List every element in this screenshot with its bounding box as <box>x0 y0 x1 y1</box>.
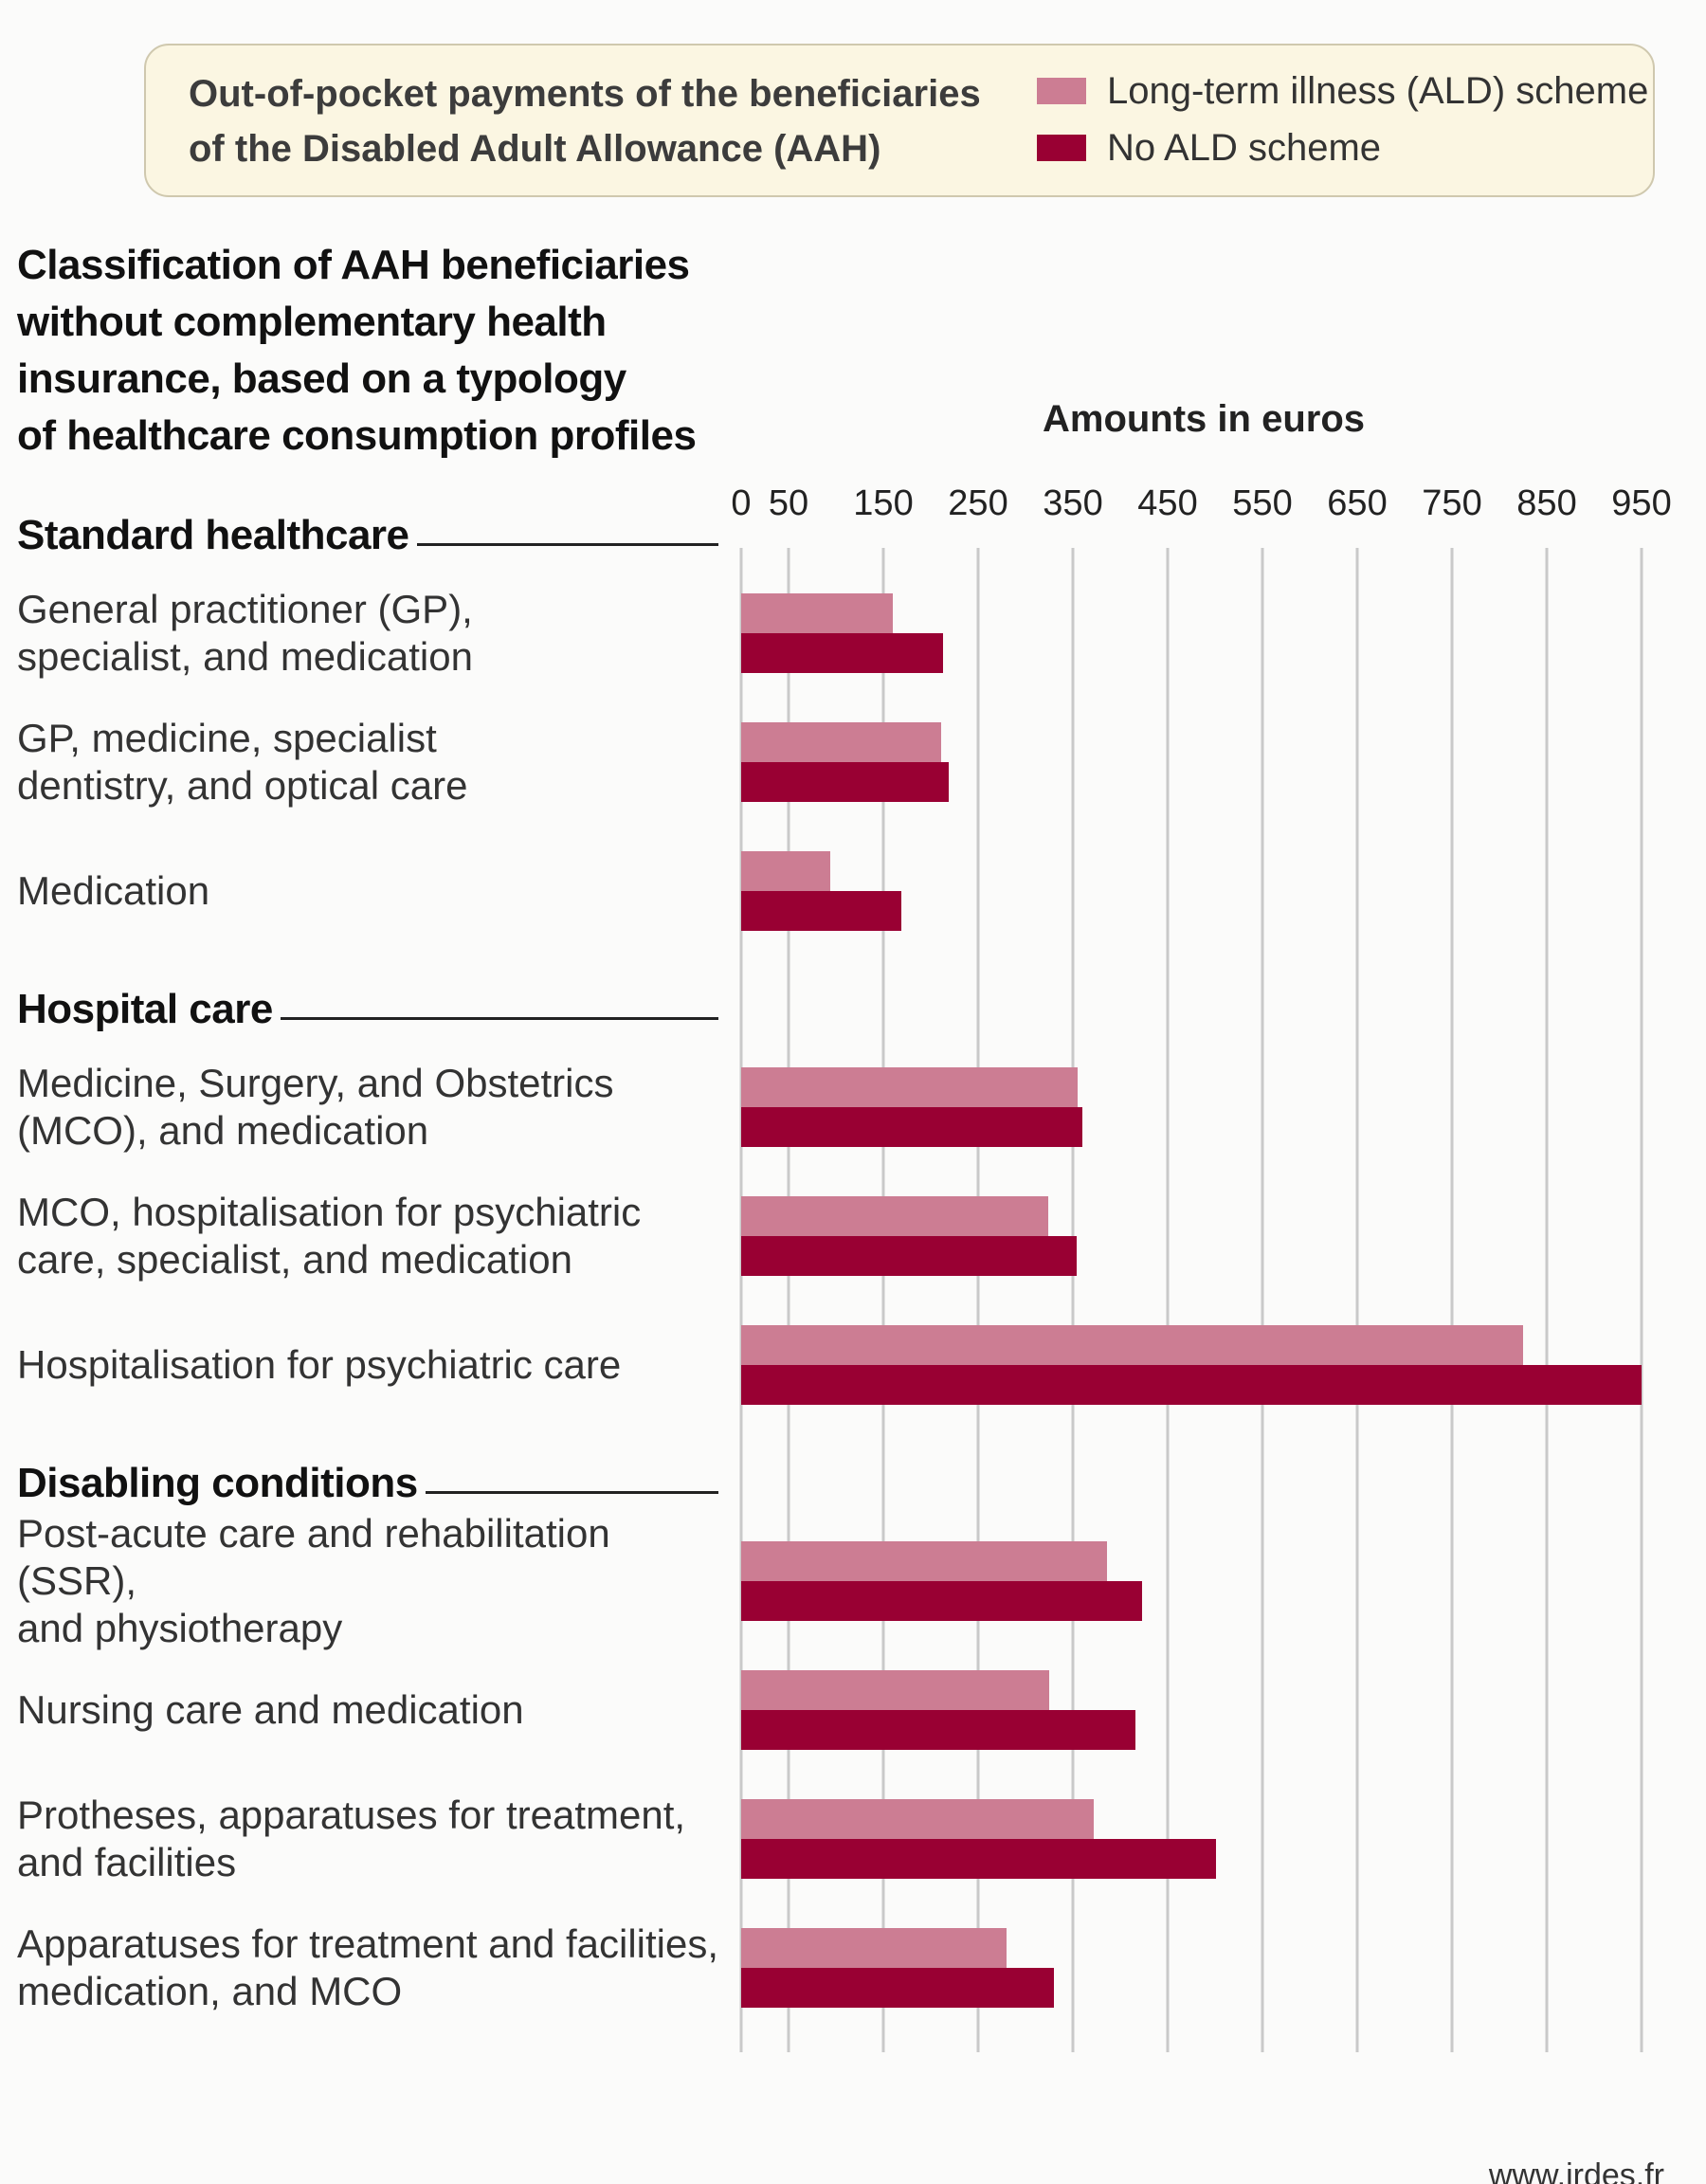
group-header-text: Disabling conditions <box>17 1460 418 1506</box>
legend-item-no-ald: No ALD scheme <box>1037 119 1381 176</box>
bar-no-ald-1-2 <box>741 762 949 802</box>
category-label: Medication <box>17 868 210 913</box>
bar-ald-2-2 <box>741 1196 1048 1236</box>
bars <box>741 593 1642 2008</box>
legend-swatch-ald <box>1037 78 1086 104</box>
bar-ald-3-1 <box>741 1541 1107 1581</box>
group-header-2: Hospital care <box>17 981 718 1038</box>
bar-ald-3-2 <box>741 1670 1049 1710</box>
group-header-text: Hospital care <box>17 986 273 1032</box>
tick-label-650: 650 <box>1327 483 1387 523</box>
bar-ald-3-3 <box>741 1799 1094 1839</box>
bar-ald-1-3 <box>741 851 830 891</box>
tick-label-850: 850 <box>1516 483 1576 523</box>
bar-no-ald-3-1 <box>741 1581 1142 1621</box>
bar-no-ald-1-1 <box>741 633 943 673</box>
legend-title: Out-of-pocket payments of the beneficiar… <box>189 73 981 170</box>
category-label: Medicine, Surgery, and Obstetrics (MCO),… <box>17 1061 614 1153</box>
bar-no-ald-3-3 <box>741 1839 1216 1879</box>
tick-label-0: 0 <box>731 483 751 523</box>
bar-no-ald-2-2 <box>741 1236 1077 1276</box>
category-label: Post-acute care and rehabilitation (SSR)… <box>17 1511 610 1650</box>
bar-ald-1-1 <box>741 593 893 633</box>
x-tick-labels: 0 50 150 250 350 450 550 650 750 850 950 <box>731 483 1671 523</box>
bar-no-ald-2-1 <box>741 1107 1082 1147</box>
tick-label-350: 350 <box>1043 483 1102 523</box>
category-label: Apparatuses for treatment and facilities… <box>17 1921 719 2013</box>
bar-ald-2-1 <box>741 1067 1078 1107</box>
tick-label-150: 150 <box>853 483 913 523</box>
source-url: www.irdes.fr <box>1488 2157 1664 2184</box>
x-axis-title: Amounts in euros <box>1042 398 1366 440</box>
category-label: MCO, hospitalisation for psychiatric car… <box>17 1190 642 1282</box>
legend-item-ald: Long-term illness (ALD) scheme <box>1037 63 1648 119</box>
group-header-3: Disabling conditions <box>17 1455 718 1512</box>
tick-label-750: 750 <box>1422 483 1481 523</box>
tick-label-550: 550 <box>1232 483 1292 523</box>
category-label: Hospitalisation for psychiatric care <box>17 1342 622 1387</box>
bar-no-ald-3-4 <box>741 1968 1054 2008</box>
bar-ald-1-2 <box>741 722 941 762</box>
group-divider <box>416 542 718 546</box>
category-label: Nursing care and medication <box>17 1687 524 1732</box>
legend-label-no-ald: No ALD scheme <box>1107 126 1382 169</box>
tick-label-950: 950 <box>1611 483 1671 523</box>
bar-ald-3-4 <box>741 1928 1007 1968</box>
tick-label-50: 50 <box>769 483 808 523</box>
tick-label-450: 450 <box>1137 483 1197 523</box>
group-header-text: Standard healthcare <box>17 512 409 558</box>
legend-label-ald: Long-term illness (ALD) scheme <box>1107 69 1649 112</box>
legend-box: Out-of-pocket payments of the beneficiar… <box>144 44 1655 197</box>
category-label: Protheses, apparatuses for treatment, an… <box>17 1793 686 1884</box>
bar-no-ald-2-3 <box>741 1365 1642 1405</box>
category-label: GP, medicine, specialist dentistry, and … <box>17 716 468 808</box>
group-divider <box>425 1490 718 1494</box>
legend-swatch-no-ald <box>1037 135 1086 161</box>
category-label: General practitioner (GP), specialist, a… <box>17 587 473 679</box>
bar-ald-2-3 <box>741 1325 1523 1365</box>
bar-no-ald-1-3 <box>741 891 901 931</box>
classification-title: Classification of AAH beneficiaries with… <box>17 242 697 459</box>
group-header-1: Standard healthcare <box>17 507 718 564</box>
bar-no-ald-3-2 <box>741 1710 1135 1750</box>
group-divider <box>280 1016 718 1020</box>
tick-label-250: 250 <box>948 483 1007 523</box>
